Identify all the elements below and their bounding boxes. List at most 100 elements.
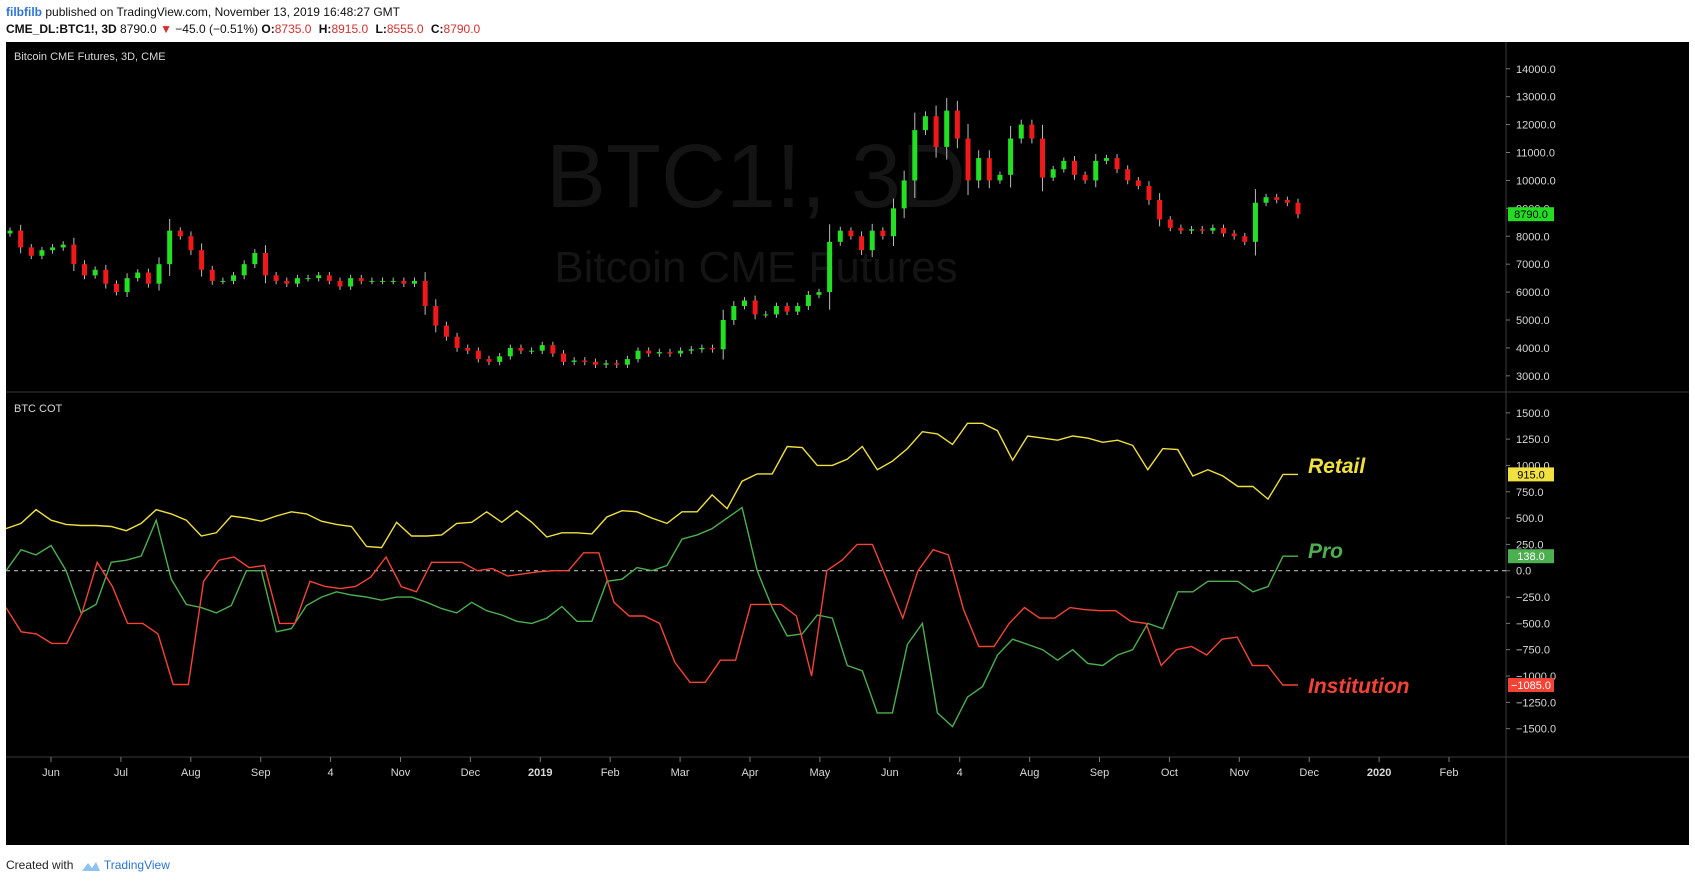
candle (411, 277, 417, 288)
candle (220, 277, 226, 285)
candle-body (1103, 158, 1109, 161)
candle (92, 266, 98, 279)
candle (294, 274, 300, 288)
candle-body (1189, 229, 1195, 231)
candle (795, 302, 801, 315)
price-tick-label: 8000.0 (1516, 231, 1550, 243)
open-value: 8735.0 (274, 22, 312, 36)
time-tick-label: Oct (1161, 767, 1178, 779)
time-tick-label: Apr (741, 767, 758, 779)
candle (859, 231, 865, 256)
candle-body (326, 275, 332, 281)
cot-pane-title[interactable]: BTC COT (14, 403, 63, 415)
candle-body (1263, 197, 1269, 203)
time-tick-label: Dec (461, 767, 481, 779)
high-key: H: (318, 22, 332, 36)
candle-body (912, 130, 918, 181)
candle (678, 347, 684, 357)
candle-body (837, 230, 843, 242)
cot-tick-label: −250.0 (1516, 592, 1550, 604)
candle-body (252, 253, 258, 265)
candle-body (475, 350, 481, 360)
cot-tick-label: 1250.0 (1516, 434, 1550, 446)
candle (1093, 154, 1099, 188)
author-name[interactable]: filbfilb (6, 5, 42, 19)
price-tag-bg (1508, 207, 1554, 222)
candle (837, 226, 843, 246)
candle (997, 171, 1003, 184)
candle (1220, 224, 1226, 237)
cot-tick-label: 250.0 (1516, 539, 1544, 551)
candle-body (1135, 180, 1141, 186)
last-value-tags: 8790.0 915.0 138.0 −1085.0 (1508, 207, 1554, 692)
candle-body (188, 236, 194, 251)
candlestick-series (7, 97, 1301, 369)
tradingview-brand[interactable]: TradingView (103, 858, 170, 872)
price-tick-label: 10000.0 (1516, 175, 1556, 187)
candle-body (1242, 236, 1248, 242)
chart-svg[interactable]: BTC1!, 3D Bitcoin CME Futures 3000.0 4000… (6, 42, 1689, 845)
candle-body (50, 247, 56, 251)
candle-body (1210, 227, 1216, 231)
candle (891, 198, 897, 247)
candle (1210, 224, 1216, 235)
price-tick-label: 7000.0 (1516, 259, 1550, 271)
candle (752, 295, 758, 320)
candle-body (113, 283, 119, 293)
close-key: C: (430, 22, 444, 36)
candle (497, 352, 503, 366)
candle-body (7, 230, 13, 234)
candle (656, 348, 662, 357)
candle-body (369, 280, 375, 282)
time-tick-label: Aug (181, 767, 201, 779)
candle (18, 224, 24, 254)
candle-body (1029, 124, 1035, 139)
institution-tag: −1085.0 (1508, 677, 1554, 692)
candle-body (284, 280, 290, 284)
candle-body (401, 280, 407, 284)
price-axis[interactable]: 3000.04000.05000.06000.07000.08000.09000… (1506, 64, 1556, 383)
cot-tick-label: −500.0 (1516, 618, 1550, 630)
cot-tick-label: 1500.0 (1516, 408, 1550, 420)
symbol-label: CME_DL:BTC1!, 3D (6, 22, 117, 36)
cot-tick-label: 0.0 (1516, 566, 1531, 578)
candle (561, 350, 567, 366)
publish-line: filbfilb published on TradingView.com, N… (6, 5, 400, 19)
candle (731, 301, 737, 325)
candle (380, 277, 386, 285)
time-axis[interactable]: Jun Jul Aug Sep 4 Nov Dec 2019 Feb Mar Apr May Jun 4 A… (42, 757, 1458, 779)
candle-body (1082, 174, 1088, 181)
candle-body (507, 347, 513, 357)
symbol-line: CME_DL:BTC1!, 3D 8790.0 ▼ −45.0 (−0.51%)… (6, 22, 484, 36)
price-pane-title[interactable]: Bitcoin CME Futures, 3D, CME (14, 51, 166, 63)
candle-body (262, 253, 268, 276)
candle (401, 277, 407, 288)
price-tick-label: 14000.0 (1516, 64, 1556, 76)
chart-area[interactable]: BTC1!, 3D Bitcoin CME Futures 3000.0 4000… (6, 42, 1689, 845)
candle (337, 277, 343, 290)
institution-tag-bg (1508, 677, 1554, 692)
candle (390, 277, 396, 285)
candle (262, 245, 268, 284)
candle (1274, 193, 1280, 204)
price-change: −45.0 (−0.51%) (175, 22, 259, 36)
candle (7, 227, 13, 237)
candle-body (1040, 138, 1046, 178)
candle-body (305, 278, 311, 280)
published-text: published on TradingView.com, November 1… (45, 5, 400, 19)
candle (465, 344, 471, 355)
candle (805, 290, 811, 310)
candle-body (1284, 199, 1290, 203)
candle-body (944, 110, 950, 147)
candle (39, 246, 45, 260)
candle (145, 268, 151, 288)
candle (944, 97, 950, 160)
candle (667, 348, 673, 357)
candle-body (859, 236, 865, 251)
candle-body (454, 336, 460, 348)
candle-body (901, 180, 907, 209)
candle-body (124, 278, 130, 293)
candle (326, 271, 332, 285)
candle-body (741, 300, 747, 307)
candle (177, 227, 183, 240)
